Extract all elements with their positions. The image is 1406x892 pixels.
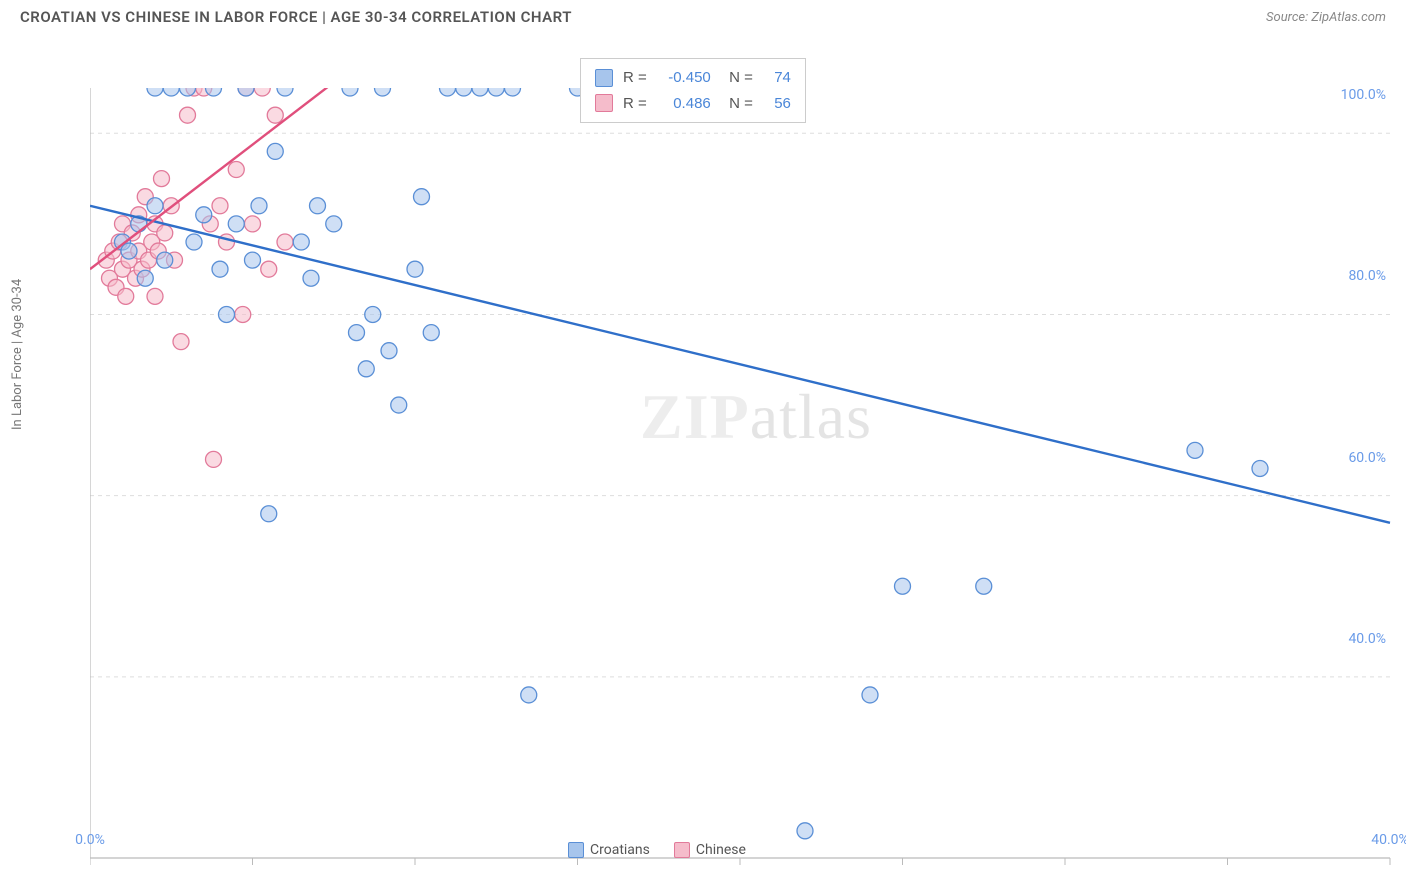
legend-swatch <box>568 842 584 858</box>
stat-r-label: R = <box>623 91 647 117</box>
series-legend: Croatians Chinese <box>568 842 746 858</box>
stat-r-value: 0.486 <box>657 91 711 117</box>
header: CROATIAN VS CHINESE IN LABOR FORCE | AGE… <box>0 0 1406 38</box>
watermark-atlas: atlas <box>750 381 872 452</box>
watermark-zip: ZIP <box>640 381 750 452</box>
legend-label: Croatians <box>590 842 650 858</box>
watermark: ZIPatlas <box>640 380 872 454</box>
y-axis-label: In Labor Force | Age 30-34 <box>10 279 25 430</box>
stat-n-label: N = <box>721 91 753 117</box>
stat-n-value: 74 <box>763 65 791 91</box>
stat-row: R = -0.450 N = 74 <box>595 65 791 91</box>
stat-n-value: 56 <box>763 91 791 117</box>
stat-row: R = 0.486 N = 56 <box>595 91 791 117</box>
stat-swatch <box>595 69 613 87</box>
stat-r-value: -0.450 <box>657 65 711 91</box>
stat-swatch <box>595 94 613 112</box>
legend-item: Croatians <box>568 842 650 858</box>
stat-r-label: R = <box>623 65 647 91</box>
y-tick-label: 80.0% <box>1348 268 1386 284</box>
scatter-plot-svg <box>90 88 1406 888</box>
stat-n-label: N = <box>721 65 753 91</box>
correlation-stats-box: R = -0.450 N = 74 R = 0.486 N = 56 <box>580 58 806 123</box>
chart-title: CROATIAN VS CHINESE IN LABOR FORCE | AGE… <box>20 8 572 26</box>
legend-swatch <box>674 842 690 858</box>
y-tick-label: 40.0% <box>1348 631 1386 647</box>
legend-item: Chinese <box>674 842 746 858</box>
y-tick-label: 60.0% <box>1348 450 1386 466</box>
x-tick-label: 40.0% <box>1371 832 1406 848</box>
x-tick-label: 0.0% <box>75 832 105 848</box>
y-tick-label: 100.0% <box>1341 87 1386 103</box>
source-attribution: Source: ZipAtlas.com <box>1266 10 1386 25</box>
legend-label: Chinese <box>696 842 746 858</box>
